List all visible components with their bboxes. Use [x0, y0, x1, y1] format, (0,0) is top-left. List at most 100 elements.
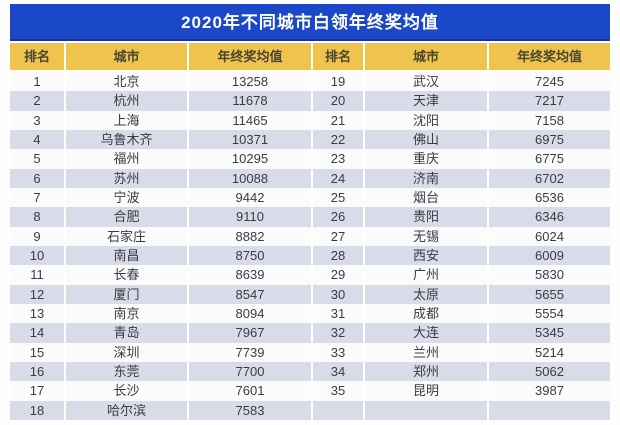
rank-cell: 9: [10, 226, 64, 246]
rank-cell: 5: [10, 149, 64, 169]
value-cell: 8094: [189, 303, 311, 324]
city-cell: 哈尔滨: [66, 400, 187, 420]
city-cell: 成都: [365, 303, 487, 324]
city-cell: 上海: [66, 110, 187, 130]
column-header: 排名: [10, 43, 64, 70]
table-row: 2 杭州 11678 20 天津 7217: [10, 91, 610, 111]
column-header: 排名: [313, 43, 363, 70]
city-cell: 青岛: [66, 323, 187, 343]
value-cell: 8547: [189, 284, 311, 304]
table-row: 16 东莞 7700 34 郑州 5062: [10, 361, 610, 382]
rank-cell: 16: [10, 361, 64, 382]
city-cell: 乌鲁木齐: [66, 129, 187, 150]
value-cell: 9110: [189, 207, 311, 227]
column-header: 城市: [66, 43, 187, 70]
value-cell: 7739: [189, 342, 311, 362]
rank-cell: 10: [10, 245, 64, 266]
value-cell: 3987: [489, 381, 610, 401]
city-cell: [365, 400, 487, 420]
rank-cell: 18: [10, 400, 64, 420]
table-row: 4 乌鲁木齐 10371 22 佛山 6975: [10, 129, 610, 150]
value-cell: 10371: [189, 129, 311, 150]
table-row: 7 宁波 9442 25 烟台 6536: [10, 187, 610, 208]
value-cell: 7217: [489, 91, 610, 111]
rank-cell: 24: [313, 168, 363, 188]
city-cell: 合肥: [66, 207, 187, 227]
city-cell: 佛山: [365, 129, 487, 150]
city-cell: 西安: [365, 245, 487, 266]
value-cell: 8882: [189, 226, 311, 246]
rank-cell: 12: [10, 284, 64, 304]
rank-cell: 15: [10, 342, 64, 362]
header-row: 排名 城市 年终奖均值 排名 城市 年终奖均值: [10, 43, 610, 70]
table-row: 6 苏州 10088 24 济南 6702: [10, 168, 610, 188]
column-header: 城市: [365, 43, 487, 70]
value-cell: 7700: [189, 361, 311, 382]
table-row: 15 深圳 7739 33 兰州 5214: [10, 342, 610, 362]
value-cell: 7601: [189, 381, 311, 401]
value-cell: 10088: [189, 168, 311, 188]
value-cell: 11465: [189, 110, 311, 130]
rank-cell: 23: [313, 149, 363, 169]
table-title: 2020年不同城市白领年终奖均值: [10, 4, 610, 41]
city-cell: 沈阳: [365, 110, 487, 130]
rank-cell: 33: [313, 342, 363, 362]
rank-cell: 13: [10, 303, 64, 324]
table-row: 5 福州 10295 23 重庆 6775: [10, 149, 610, 169]
city-cell: 济南: [365, 168, 487, 188]
rank-cell: 4: [10, 129, 64, 150]
city-cell: 烟台: [365, 187, 487, 208]
city-cell: 福州: [66, 149, 187, 169]
table-row: 17 长沙 7601 35 昆明 3987: [10, 381, 610, 401]
value-cell: 6975: [489, 129, 610, 150]
value-cell: 6775: [489, 149, 610, 169]
city-cell: 东莞: [66, 361, 187, 382]
value-cell: 8639: [189, 265, 311, 285]
city-cell: 厦门: [66, 284, 187, 304]
city-cell: 苏州: [66, 168, 187, 188]
value-cell: 7583: [189, 400, 311, 420]
rank-cell: 8: [10, 207, 64, 227]
value-cell: 7967: [189, 323, 311, 343]
value-cell: 5062: [489, 361, 610, 382]
city-cell: 广州: [365, 265, 487, 285]
city-cell: 兰州: [365, 342, 487, 362]
rank-cell: 3: [10, 110, 64, 130]
value-cell: 6009: [489, 245, 610, 266]
city-cell: 郑州: [365, 361, 487, 382]
table-row: 12 厦门 8547 30 太原 5655: [10, 284, 610, 304]
rank-cell: 19: [313, 72, 363, 92]
table-row: 14 青岛 7967 32 大连 5345: [10, 323, 610, 343]
table-row: 1 北京 13258 19 武汉 7245: [10, 72, 610, 92]
city-cell: 武汉: [365, 72, 487, 92]
rank-cell: 6: [10, 168, 64, 188]
rank-cell: 34: [313, 361, 363, 382]
value-cell: 6024: [489, 226, 610, 246]
value-cell: 7158: [489, 110, 610, 130]
table-row: 11 长春 8639 29 广州 5830: [10, 265, 610, 285]
city-cell: 石家庄: [66, 226, 187, 246]
city-cell: 南昌: [66, 245, 187, 266]
value-cell: 5830: [489, 265, 610, 285]
value-cell: 5214: [489, 342, 610, 362]
value-cell: [489, 400, 610, 420]
city-cell: 长春: [66, 265, 187, 285]
city-cell: 长沙: [66, 381, 187, 401]
value-cell: 6702: [489, 168, 610, 188]
city-cell: 贵阳: [365, 207, 487, 227]
city-cell: 杭州: [66, 91, 187, 111]
rank-cell: 31: [313, 303, 363, 324]
table-row: 13 南京 8094 31 成都 5554: [10, 303, 610, 324]
rank-cell: 7: [10, 187, 64, 208]
value-cell: 5655: [489, 284, 610, 304]
city-cell: 重庆: [365, 149, 487, 169]
city-cell: 天津: [365, 91, 487, 111]
rank-cell: 20: [313, 91, 363, 111]
value-cell: 6536: [489, 187, 610, 208]
city-cell: 大连: [365, 323, 487, 343]
rank-cell: 21: [313, 110, 363, 130]
rank-cell: 17: [10, 381, 64, 401]
rank-cell: 26: [313, 207, 363, 227]
city-cell: 宁波: [66, 187, 187, 208]
